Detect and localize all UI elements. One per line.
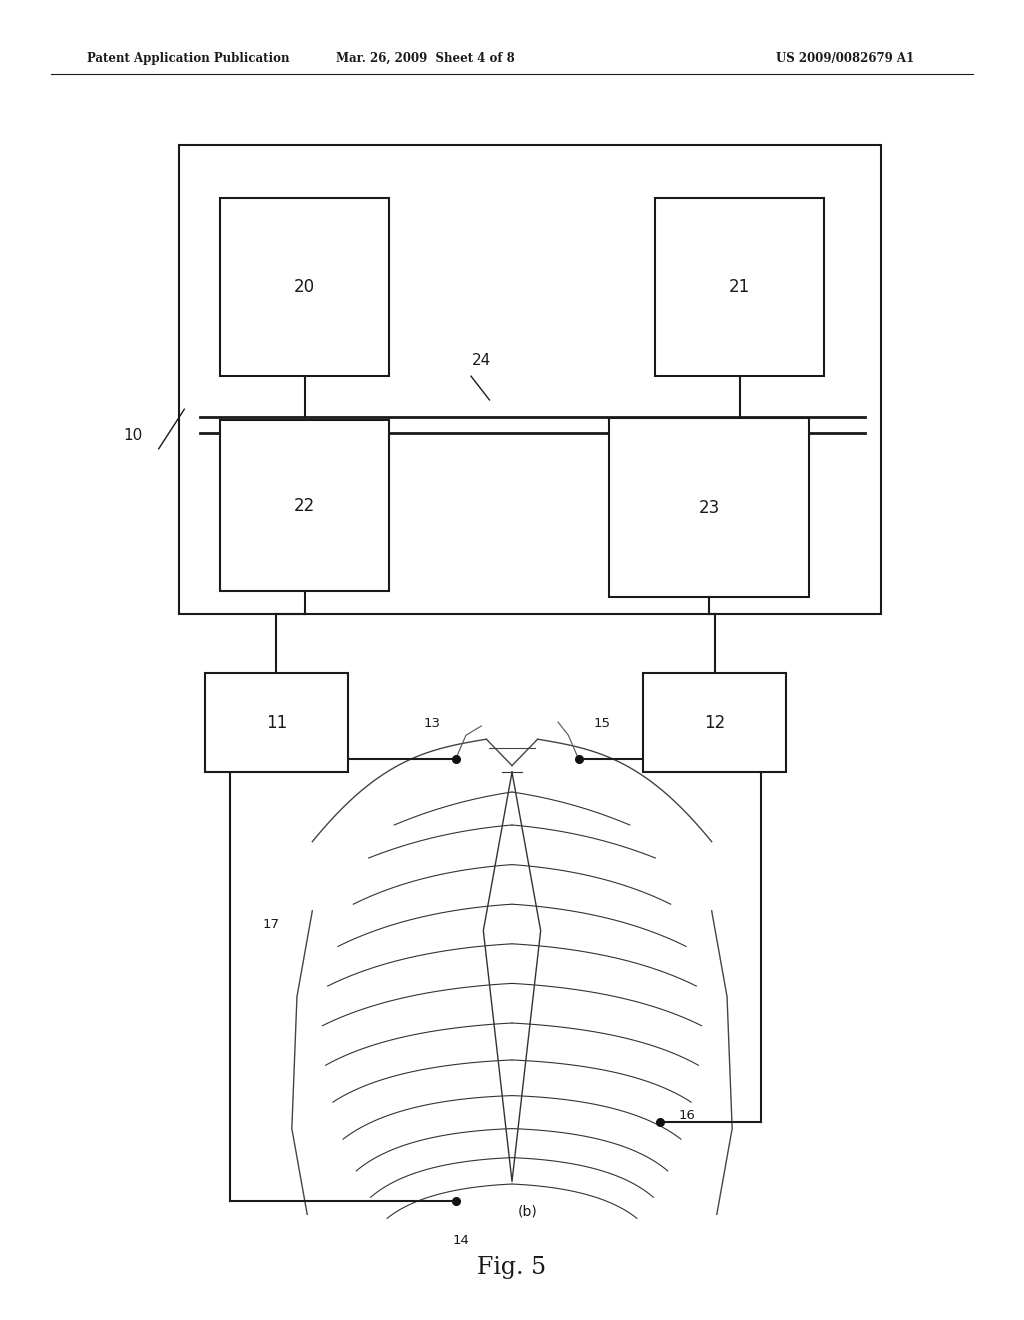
Text: 10: 10 — [124, 428, 142, 444]
Text: 14: 14 — [453, 1234, 469, 1247]
Bar — [643, 673, 786, 772]
Text: 17: 17 — [263, 917, 280, 931]
Bar — [609, 418, 809, 597]
Text: 23: 23 — [698, 499, 720, 516]
Bar — [220, 198, 389, 376]
Text: 15: 15 — [594, 717, 611, 730]
Text: Patent Application Publication: Patent Application Publication — [87, 51, 290, 65]
Text: 20: 20 — [294, 279, 315, 296]
Text: 24: 24 — [472, 352, 490, 368]
Text: 11: 11 — [266, 714, 287, 731]
Bar — [179, 145, 881, 614]
Text: Mar. 26, 2009  Sheet 4 of 8: Mar. 26, 2009 Sheet 4 of 8 — [336, 51, 514, 65]
Bar — [205, 673, 348, 772]
Text: (b): (b) — [517, 1205, 538, 1218]
Text: Fig. 5: Fig. 5 — [477, 1255, 547, 1279]
Text: 16: 16 — [679, 1109, 695, 1122]
Text: 12: 12 — [705, 714, 725, 731]
Text: 13: 13 — [423, 717, 440, 730]
Text: 22: 22 — [294, 496, 315, 515]
Bar — [220, 420, 389, 591]
Text: US 2009/0082679 A1: US 2009/0082679 A1 — [776, 51, 913, 65]
Bar — [655, 198, 824, 376]
Text: 21: 21 — [729, 279, 751, 296]
